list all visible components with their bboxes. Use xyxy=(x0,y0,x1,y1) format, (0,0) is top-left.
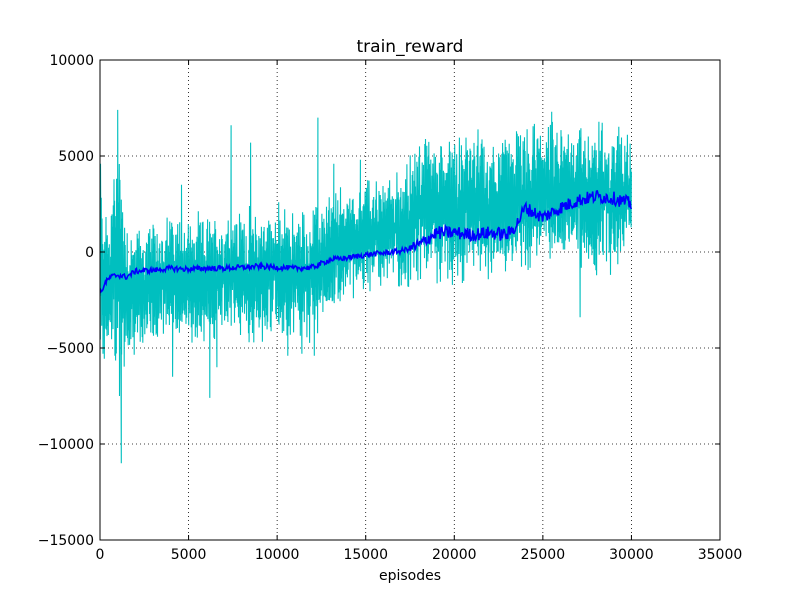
x-tick-label: 10000 xyxy=(255,547,300,563)
raw-reward-line xyxy=(100,109,632,464)
y-tick-labels: −15000 −10000 −5000 0 5000 10000 xyxy=(38,53,94,549)
axes-frame xyxy=(99,59,721,541)
x-tick-label: 5000 xyxy=(171,547,207,563)
smoothed-reward-line xyxy=(100,190,633,294)
axis-ticks xyxy=(99,59,721,541)
x-tick-label: 35000 xyxy=(698,547,743,563)
x-tick-labels: 0 5000 10000 15000 20000 25000 30000 35000 xyxy=(96,547,743,563)
y-tick-label: −5000 xyxy=(47,341,94,357)
y-tick-label: −10000 xyxy=(38,437,94,453)
plot-area xyxy=(100,109,633,464)
x-tick-label: 25000 xyxy=(521,547,566,563)
x-tick-label: 30000 xyxy=(609,547,654,563)
y-tick-label: 5000 xyxy=(58,149,94,165)
x-axis-label: episodes xyxy=(379,568,441,584)
x-tick-label: 0 xyxy=(96,547,105,563)
y-tick-label: −15000 xyxy=(38,533,94,549)
x-tick-label: 15000 xyxy=(343,547,388,563)
y-tick-label: 0 xyxy=(85,245,94,261)
x-tick-label: 20000 xyxy=(432,547,477,563)
y-tick-label: 10000 xyxy=(49,53,94,69)
chart-title: train_reward xyxy=(357,37,464,57)
